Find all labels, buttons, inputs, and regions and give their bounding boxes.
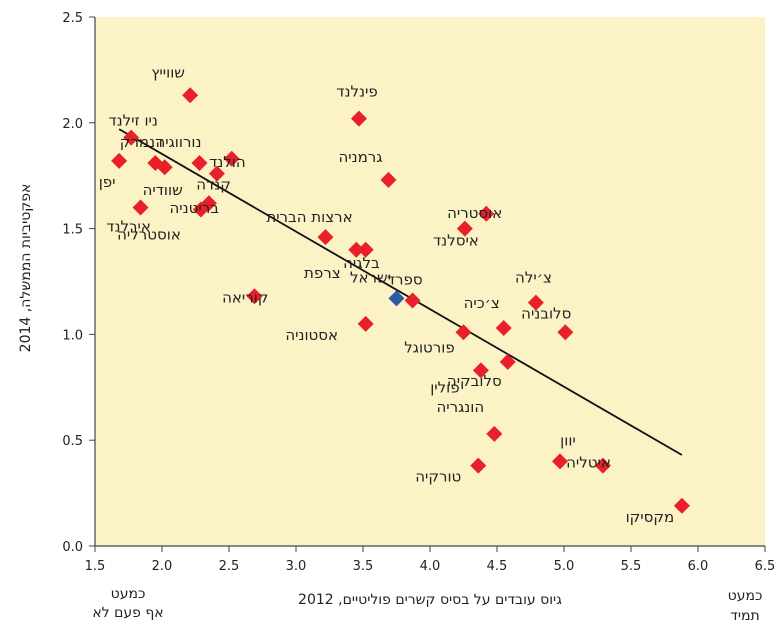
data-point-label: בלגיה (343, 254, 380, 272)
data-point-label: יפן (99, 173, 116, 191)
data-point-marker (223, 150, 240, 167)
data-point-label: פינלנד (336, 83, 377, 101)
data-point-label: קוריאה (222, 288, 268, 306)
data-point-label: צרפת (304, 264, 341, 282)
data-point-marker (470, 457, 487, 474)
data-point-marker (673, 497, 690, 514)
data-point-marker (527, 294, 544, 311)
data-point-marker (123, 129, 140, 146)
data-point-marker (348, 241, 365, 258)
data-point-marker (455, 324, 472, 341)
data-point-label: איטליה (566, 454, 611, 472)
data-point-marker (557, 324, 574, 341)
y-tick-label: 1.0 (62, 328, 83, 343)
data-point-label: קנדה (196, 176, 231, 194)
data-point-marker (357, 315, 374, 332)
data-point-marker (246, 288, 263, 305)
data-point-marker (551, 453, 568, 470)
y-axis-title: אפקטיביות הממשלה, 2014 (18, 184, 34, 353)
data-point-label: יוון (560, 431, 576, 449)
data-point-marker (380, 171, 397, 188)
data-point-marker (594, 457, 611, 474)
data-point-label: אירלנד (106, 217, 151, 235)
data-point-marker (499, 353, 516, 370)
data-point-label: מקסיקו (626, 508, 675, 526)
data-point-label: צ׳כיה (464, 294, 500, 312)
data-point-label: ספרד (387, 271, 423, 289)
x-tick-label: 3.5 (353, 559, 374, 574)
data-point-label: ישראל (350, 268, 391, 286)
data-point-marker (495, 320, 512, 337)
y-tick-label: 0.5 (62, 434, 83, 449)
x-axis-title: גיוס עובדים על בסיס קשרים פוליטיים, 2012 (298, 592, 562, 608)
x-axis-left-note-line1: כמעט (111, 586, 146, 602)
data-point-marker (111, 152, 128, 169)
data-point-label: הונגריה (436, 398, 484, 416)
data-point-label: שוודיה (143, 181, 183, 199)
data-point-marker (191, 155, 208, 172)
x-tick-label: 5.0 (554, 559, 575, 574)
y-tick-label: 0.0 (62, 540, 83, 555)
y-tick-label: 1.5 (62, 223, 83, 238)
x-tick-label: 4.5 (487, 559, 508, 574)
data-point-label: סלובקיה (447, 372, 502, 390)
data-point-label: פורטוגל (404, 338, 454, 356)
x-tick-label: 5.5 (621, 559, 642, 574)
data-point-label: ניו זילנד (108, 112, 157, 130)
data-point-marker (357, 241, 374, 258)
data-point-marker (472, 362, 489, 379)
data-point-label: אוסטריה (447, 204, 502, 222)
data-point-marker (388, 290, 405, 307)
data-point-marker (456, 220, 473, 237)
data-point-marker (192, 201, 209, 218)
data-point-marker (486, 425, 503, 442)
data-point-label: טורקיה (415, 468, 461, 486)
data-point-label: אסטוניה (285, 326, 338, 344)
data-point-marker (317, 229, 334, 246)
data-point-label: איסלנד (433, 232, 479, 250)
x-axis-right-note-line2: תמיד (730, 608, 759, 624)
plot-background (95, 17, 765, 546)
data-point-marker (404, 292, 421, 309)
x-axis-left-note-line2: אף פעם לא (92, 605, 163, 621)
data-point-marker (478, 205, 495, 222)
data-point-label: ארצות הברית (266, 208, 352, 226)
data-point-marker (132, 199, 149, 216)
data-point-label: נורווגיה (155, 133, 201, 151)
x-tick-label: 1.5 (85, 559, 106, 574)
data-point-label: סלובניה (521, 304, 571, 322)
y-tick-label: 2.0 (62, 117, 83, 132)
x-tick-label: 6.0 (688, 559, 709, 574)
data-point-marker (350, 110, 367, 127)
x-axis-right-note-line1: כמעט (728, 588, 763, 604)
trend-line (118, 128, 683, 456)
x-tick-label: 6.5 (755, 559, 776, 574)
data-point-marker (182, 87, 199, 104)
data-point-label: דנמרק (120, 133, 164, 151)
data-point-marker (208, 165, 225, 182)
x-tick-label: 3.0 (286, 559, 307, 574)
data-point-label: גרמניה (338, 148, 382, 166)
x-tick-label: 4.0 (420, 559, 441, 574)
x-tick-label: 2.0 (152, 559, 173, 574)
data-point-label: אוסטרליה (117, 226, 181, 244)
data-point-label: צ׳ילה (515, 269, 552, 287)
data-point-label: פולין (430, 378, 459, 396)
data-point-marker (156, 159, 173, 176)
data-point-label: בריטניה (170, 199, 220, 217)
x-tick-label: 2.5 (219, 559, 240, 574)
y-tick-label: 2.5 (62, 11, 83, 26)
data-point-label: שווייץ (151, 63, 185, 81)
data-point-label: הולנד (209, 153, 246, 171)
